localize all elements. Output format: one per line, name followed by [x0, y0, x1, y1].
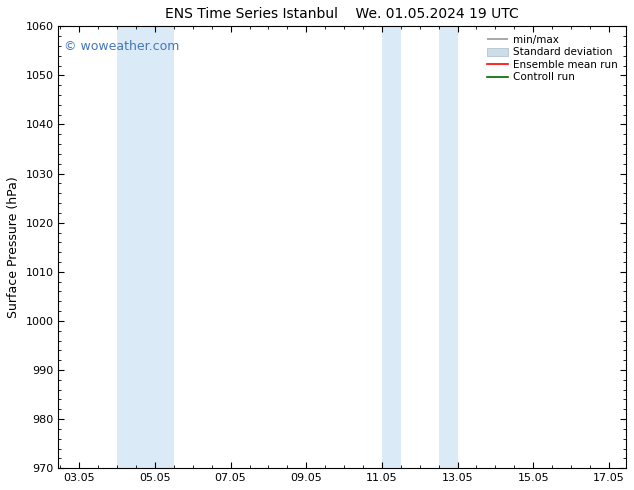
Legend: min/max, Standard deviation, Ensemble mean run, Controll run: min/max, Standard deviation, Ensemble me… [484, 31, 621, 86]
Text: © woweather.com: © woweather.com [64, 40, 179, 52]
Title: ENS Time Series Istanbul    We. 01.05.2024 19 UTC: ENS Time Series Istanbul We. 01.05.2024 … [165, 7, 519, 21]
Y-axis label: Surface Pressure (hPa): Surface Pressure (hPa) [7, 176, 20, 318]
Bar [382, 26, 401, 468]
Bar [439, 26, 458, 468]
Bar [117, 26, 174, 468]
